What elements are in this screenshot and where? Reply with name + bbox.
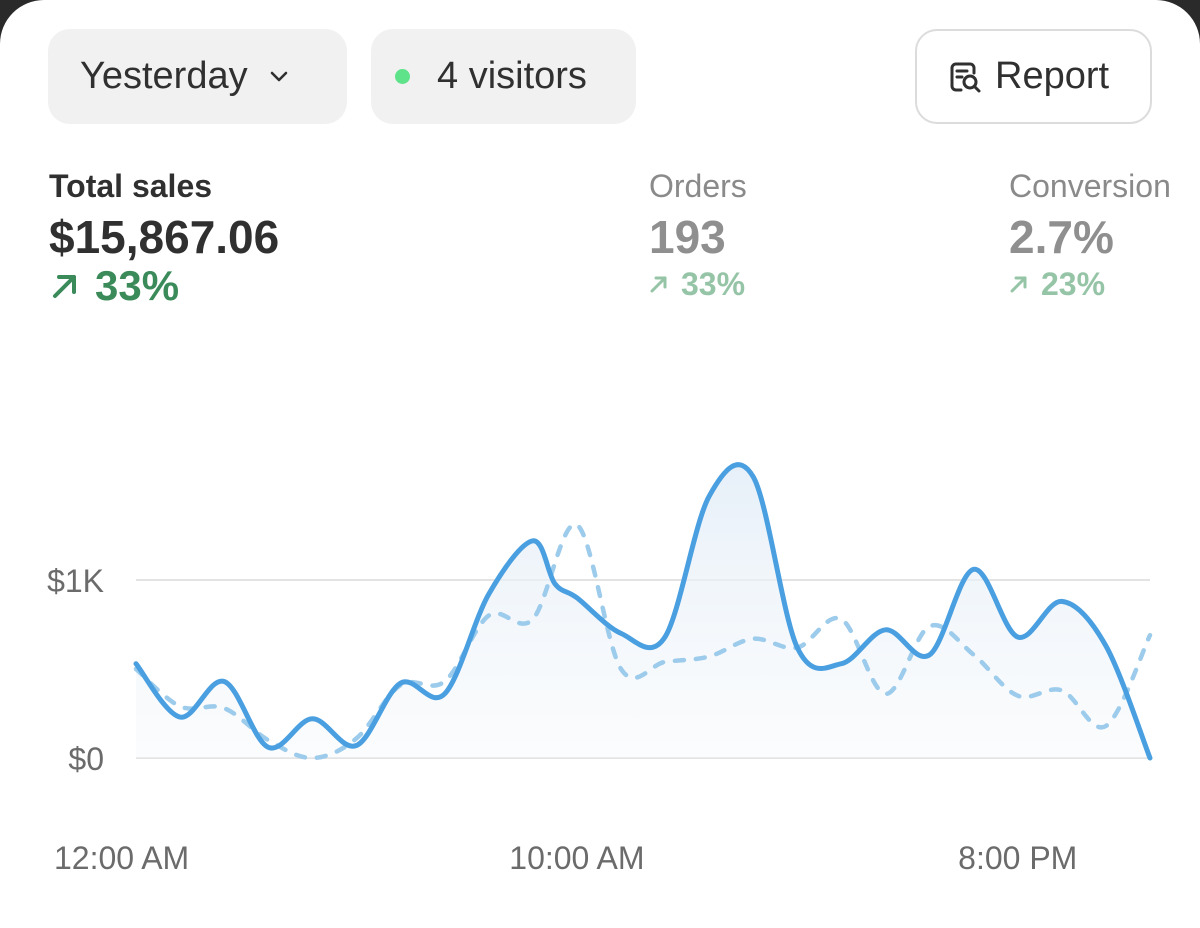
chevron-down-icon xyxy=(270,71,287,81)
metric-change-value: 23% xyxy=(1041,266,1106,302)
visitors-label: 4 visitors xyxy=(437,55,587,97)
period-label: Yesterday xyxy=(80,55,248,97)
metric-change-value: 33% xyxy=(681,266,746,302)
arrow-up-right-icon xyxy=(650,276,667,293)
live-visitors-button[interactable]: 4 visitors xyxy=(371,29,636,124)
metric-value: $15,867.06 xyxy=(49,211,280,263)
metric-value: 2.7% xyxy=(1009,211,1114,263)
report-label: Report xyxy=(995,55,1110,97)
metric-orders[interactable]: Orders 193 33% xyxy=(649,168,747,304)
arrow-up-right-icon xyxy=(53,275,76,298)
series-line-previous xyxy=(133,522,1153,761)
series-area-fill xyxy=(136,464,1150,758)
sales-line-chart[interactable]: $0 $1K 12:00 AM 10:00 AM 8:00 PM xyxy=(0,400,1200,900)
metric-change-value: 33% xyxy=(95,262,180,309)
metric-total-sales[interactable]: Total sales $15,867.06 33% xyxy=(49,168,280,309)
x-tick-label: 12:00 AM xyxy=(54,840,189,876)
metric-label: Orders xyxy=(649,168,747,204)
live-status-dot-icon xyxy=(395,69,410,84)
series-line-current xyxy=(133,462,1153,761)
arrow-up-right-icon xyxy=(1010,276,1027,293)
x-tick-label: 10:00 AM xyxy=(509,840,644,876)
metric-conversion[interactable]: Conversion 2.7% 23% xyxy=(1009,168,1171,304)
y-tick-label: $0 xyxy=(68,741,104,777)
metric-change: 23% xyxy=(1009,264,1171,304)
x-tick-label: 8:00 PM xyxy=(958,840,1077,876)
y-tick-label: $1K xyxy=(47,563,104,599)
report-button[interactable]: Report xyxy=(915,29,1152,124)
metric-label: Conversion xyxy=(1009,168,1171,204)
metric-change: 33% xyxy=(49,262,279,309)
metric-value: 193 xyxy=(649,211,726,263)
report-search-icon xyxy=(950,62,981,92)
period-selector[interactable]: Yesterday xyxy=(48,29,347,124)
metric-label: Total sales xyxy=(49,168,213,204)
metric-change: 33% xyxy=(649,264,747,304)
